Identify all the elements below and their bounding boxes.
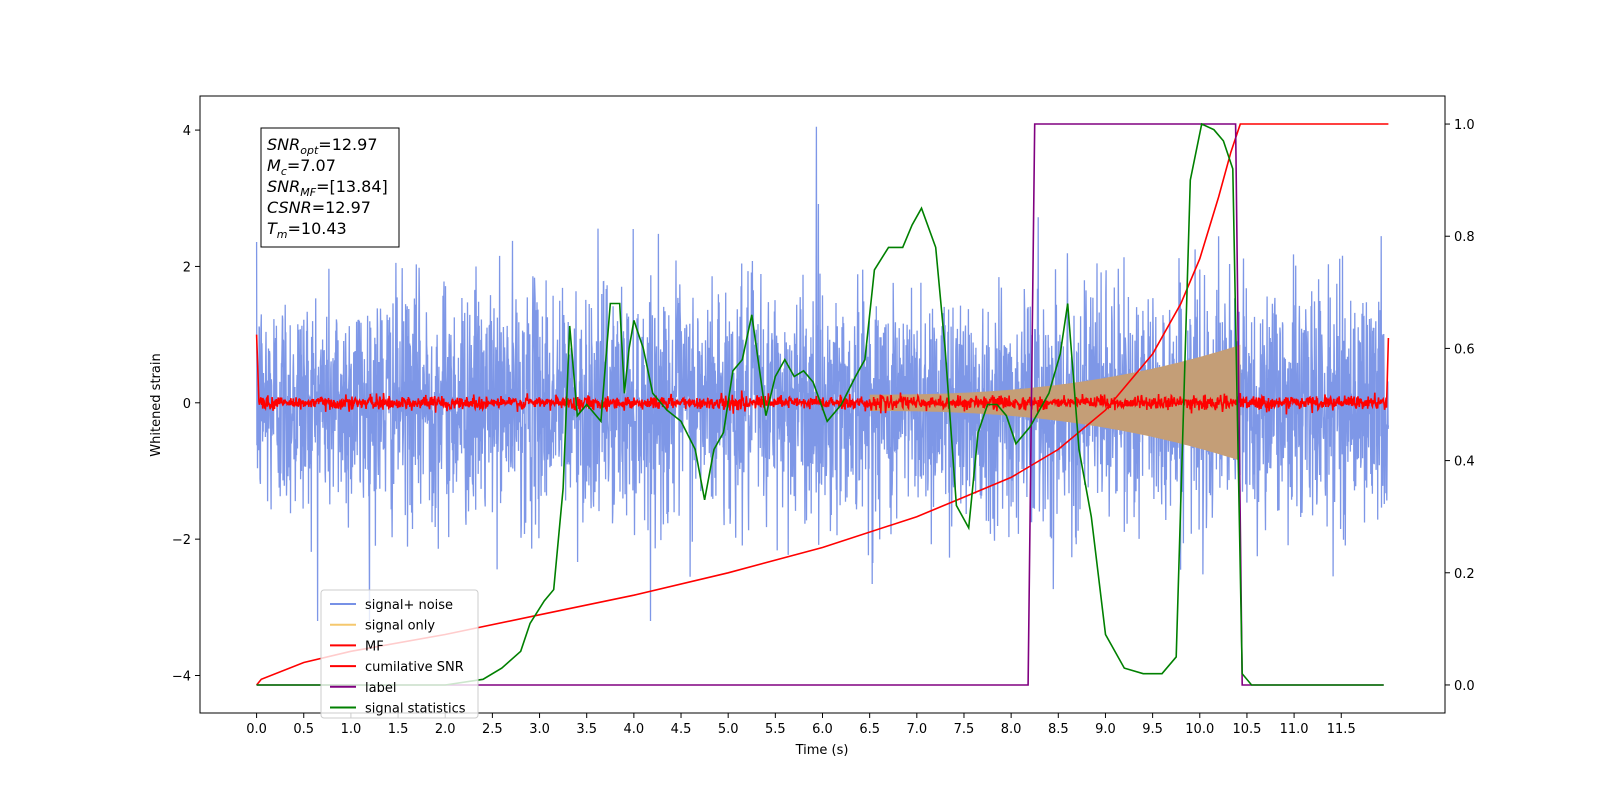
series-mf-line bbox=[255, 334, 1390, 415]
stats-line: SNRopt=12.97 bbox=[267, 135, 378, 157]
legend-entry: signal statistics bbox=[365, 702, 466, 717]
stats-line-subscript: c bbox=[281, 165, 287, 178]
y-axis-label: Whitened strain bbox=[149, 353, 164, 456]
x-tick-label: 10.0 bbox=[1185, 722, 1214, 737]
stats-line: Tm=10.43 bbox=[267, 219, 347, 241]
y-tick-label: −2 bbox=[172, 533, 191, 548]
x-tick-label: 8.0 bbox=[1001, 722, 1022, 737]
legend-entry: MF bbox=[365, 639, 384, 654]
stats-line-subscript: m bbox=[277, 228, 288, 241]
stats-line-value: =12.97 bbox=[318, 135, 377, 154]
x-tick-label: 2.5 bbox=[482, 722, 503, 737]
stats-line-value: =[13.84] bbox=[316, 177, 388, 196]
plot-area bbox=[255, 122, 1390, 686]
series-signal-noise-line bbox=[255, 126, 1390, 622]
legend-entry: signal only bbox=[365, 619, 435, 634]
y-tick-label: 4 bbox=[183, 124, 191, 139]
stats-line: CSNR=12.97 bbox=[267, 198, 371, 217]
x-tick-label: 1.0 bbox=[341, 722, 362, 737]
y-tick-label: 2 bbox=[183, 260, 191, 275]
legend-entry: cumilative SNR bbox=[365, 660, 464, 675]
y-axis-right: 0.0 0.2 0.4 0.6 0.8 1.0 bbox=[1445, 118, 1475, 694]
stats-box-frame bbox=[260, 127, 400, 248]
x-tick-label: 1.5 bbox=[388, 722, 409, 737]
stats-line-subscript: opt bbox=[300, 144, 319, 157]
y2-tick-label: 0.6 bbox=[1454, 342, 1475, 357]
series-signal-statistics-line bbox=[256, 122, 1384, 686]
y-tick-label: −4 bbox=[172, 670, 191, 685]
stats-line-value: =7.07 bbox=[287, 156, 336, 175]
x-tick-label: 8.5 bbox=[1048, 722, 1069, 737]
x-axis: 0.0 0.5 1.0 1.5 2.0 2.5 3.0 3.5 4.0 4.5 5.0 5.5 6.0 6… bbox=[246, 713, 1356, 737]
stats-line-symbol: SNR bbox=[267, 177, 300, 196]
x-tick-label: 5.0 bbox=[718, 722, 739, 737]
legend-frame bbox=[320, 589, 479, 719]
stats-line-symbol: T bbox=[267, 219, 278, 238]
y2-tick-label: 0.2 bbox=[1454, 567, 1475, 582]
legend-entry: label bbox=[365, 681, 396, 696]
stats-line: SNRMF=[13.84] bbox=[267, 177, 388, 199]
x-tick-label: 7.0 bbox=[906, 722, 927, 737]
y2-tick-label: 1.0 bbox=[1454, 118, 1475, 133]
y-tick-label: 0 bbox=[183, 397, 191, 412]
x-tick-label: 6.5 bbox=[859, 722, 880, 737]
x-tick-label: 4.0 bbox=[624, 722, 645, 737]
x-tick-label: 5.5 bbox=[765, 722, 786, 737]
stats-line-symbol: CSNR bbox=[267, 198, 312, 217]
stats-line-subscript: MF bbox=[300, 186, 316, 199]
x-axis-label: Time (s) bbox=[795, 743, 849, 758]
x-tick-label: 2.0 bbox=[435, 722, 456, 737]
x-tick-label: 7.5 bbox=[954, 722, 975, 737]
x-tick-label: 10.5 bbox=[1232, 722, 1261, 737]
x-tick-label: 6.0 bbox=[812, 722, 833, 737]
x-tick-label: 3.0 bbox=[529, 722, 550, 737]
x-tick-label: 0.0 bbox=[246, 722, 267, 737]
x-tick-label: 4.5 bbox=[671, 722, 692, 737]
stats-line: Mc=7.07 bbox=[267, 156, 336, 178]
legend: signal+ noise signal only MF cumilative SNR… bbox=[320, 589, 479, 719]
stats-line-symbol: SNR bbox=[267, 135, 300, 154]
x-tick-label: 9.0 bbox=[1095, 722, 1116, 737]
stats-line-value: =12.97 bbox=[312, 198, 371, 217]
y2-tick-label: 0.0 bbox=[1454, 679, 1475, 694]
y2-tick-label: 0.8 bbox=[1454, 230, 1475, 245]
stats-line-symbol: M bbox=[267, 156, 281, 175]
x-tick-label: 11.5 bbox=[1327, 722, 1356, 737]
x-tick-label: 11.0 bbox=[1280, 722, 1309, 737]
x-tick-label: 0.5 bbox=[293, 722, 314, 737]
stats-annotation-box: SNRopt=12.97Mc=7.07SNRMF=[13.84]CSNR=12.… bbox=[260, 127, 400, 248]
y-axis-left: −4 −2 0 2 4 bbox=[172, 124, 200, 685]
x-tick-label: 9.5 bbox=[1142, 722, 1163, 737]
y2-tick-label: 0.4 bbox=[1454, 455, 1475, 470]
stats-line-value: =10.43 bbox=[288, 219, 347, 238]
x-tick-label: 3.5 bbox=[576, 722, 597, 737]
legend-entry: signal+ noise bbox=[365, 598, 453, 613]
